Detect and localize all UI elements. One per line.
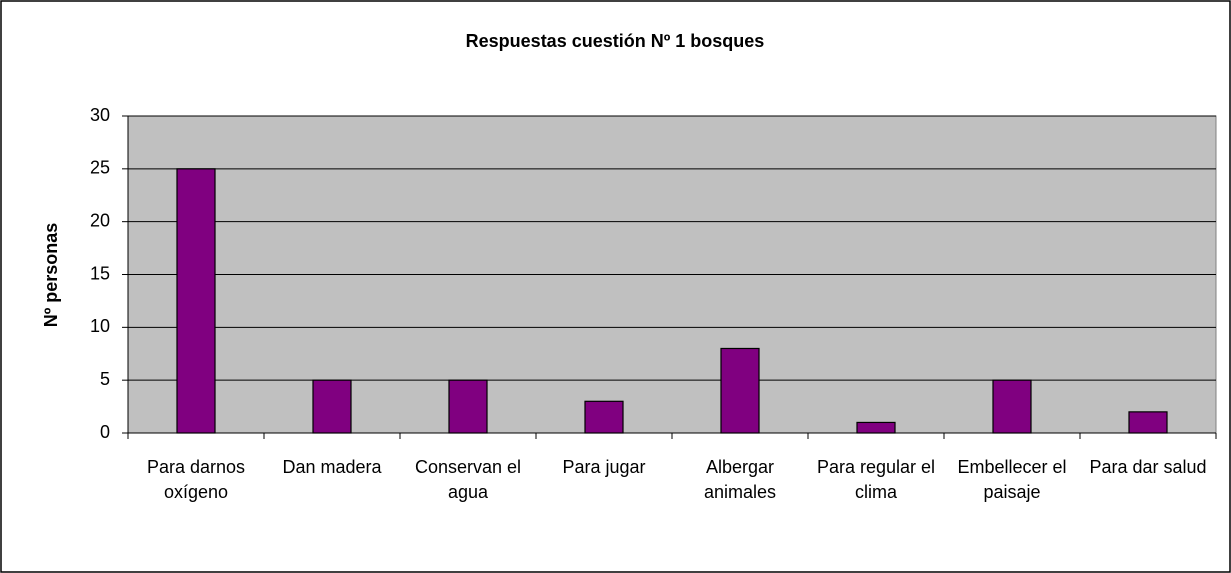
bar — [720, 347, 760, 434]
y-tick-label: 5 — [100, 369, 110, 389]
x-tick-label: Para jugar — [562, 457, 646, 477]
y-tick-label: 10 — [90, 316, 110, 336]
y-tick-label: 15 — [90, 263, 110, 283]
bar — [176, 168, 216, 434]
y-tick-label: 25 — [90, 158, 110, 178]
y-tick-label: 20 — [90, 210, 110, 230]
x-tick-label: Para dar salud — [1089, 457, 1207, 477]
y-tick-label: 30 — [90, 105, 110, 125]
bar — [448, 379, 488, 434]
bar — [584, 400, 624, 434]
y-axis-label: Nº personas — [41, 223, 61, 328]
x-tick-label: Para darnos oxígeno — [146, 457, 246, 502]
bar — [992, 379, 1032, 434]
y-tick-label: 0 — [100, 422, 110, 442]
x-tick-label: Para regular el clima — [816, 457, 936, 502]
x-tick-label: Conservan el agua — [414, 457, 522, 502]
bar — [312, 379, 352, 434]
x-tick-label: Albergar animales — [703, 457, 777, 502]
x-tick-label: Embellecer el paisaje — [957, 457, 1067, 502]
bar — [856, 421, 896, 434]
chart-title: Respuestas cuestión Nº 1 bosques — [466, 31, 765, 51]
bar — [1128, 411, 1168, 434]
x-tick-label: Dan madera — [282, 457, 382, 477]
